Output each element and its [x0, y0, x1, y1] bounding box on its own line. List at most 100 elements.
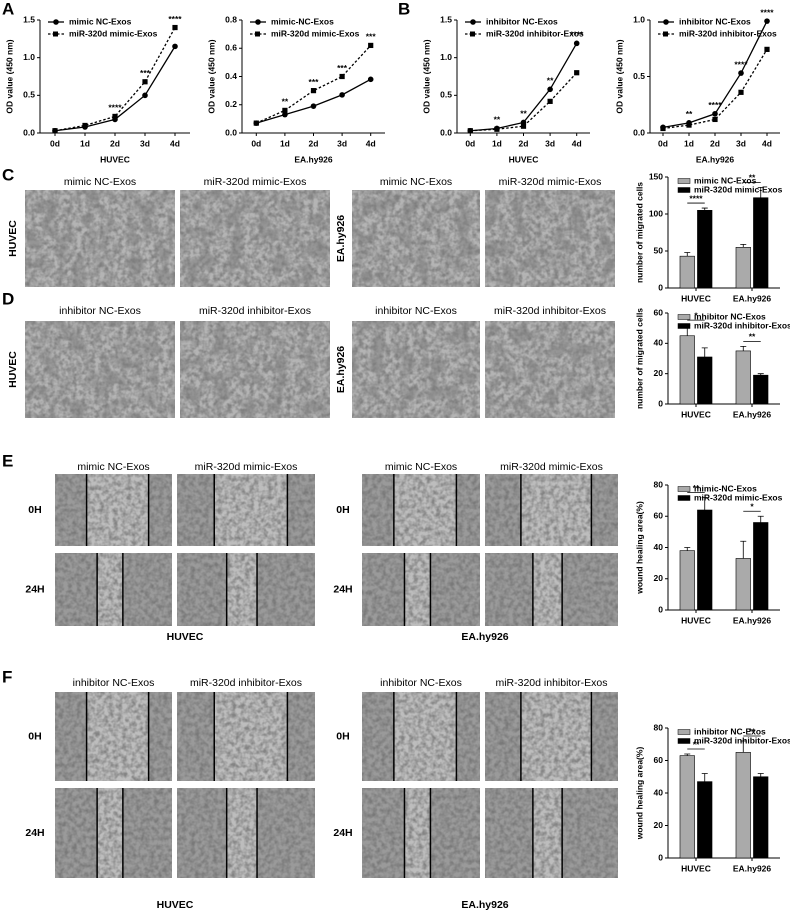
row-label: EA.hy926: [335, 346, 347, 393]
significance: ****: [689, 193, 703, 203]
legend-marker: [663, 19, 669, 25]
row-label: HUVEC: [7, 351, 19, 388]
error-bar: [757, 186, 764, 198]
bar: [753, 197, 769, 289]
texture: [55, 553, 172, 626]
significance: ***: [309, 77, 320, 87]
significance: ****: [760, 7, 774, 17]
y-tick-label: 60: [654, 307, 664, 317]
point: [547, 86, 553, 93]
x-tick-label: 4d: [572, 138, 582, 148]
row-label: 0H: [28, 504, 41, 516]
texture: [362, 553, 480, 626]
point: [573, 40, 580, 47]
y-tick-label: 80: [654, 479, 664, 489]
y-tick-label: 40: [654, 787, 664, 797]
y-tick-label: 0.5: [23, 90, 35, 100]
legend-label: inhibitor NC-Exos: [679, 16, 751, 26]
cell-texture: [352, 190, 480, 287]
column-header: miR-320d inhibitor-Exos: [494, 305, 606, 317]
x-tick-label: EA.hy926: [733, 409, 772, 419]
row-label: 24H: [25, 827, 44, 839]
cell-texture: [352, 321, 480, 418]
error-bar: [684, 252, 691, 257]
significance: **: [749, 173, 756, 183]
y-tick-label: 40: [654, 542, 664, 552]
y-tick-label: 20: [654, 573, 664, 583]
x-tick-label: 1d: [684, 138, 694, 148]
y-tick-label: 60: [654, 755, 664, 765]
x-tick-label: EA.hy926: [733, 615, 772, 625]
x-axis-label: HUVEC: [509, 154, 539, 164]
legend-label: miR-320d inhibitor-Exos: [694, 320, 790, 330]
y-tick-label: 60: [654, 511, 664, 521]
point: [310, 88, 317, 94]
error-bar: [740, 540, 747, 559]
point: [282, 111, 288, 118]
row-label: 0H: [28, 730, 41, 742]
texture: [485, 474, 618, 546]
point: [574, 70, 580, 76]
texture: [55, 788, 172, 878]
point: [52, 128, 58, 134]
legend-label: miR-320d inhibitor-Exos: [679, 28, 777, 38]
x-tick-label: 0d: [658, 138, 668, 148]
series-line: [54, 27, 176, 132]
point: [172, 24, 178, 31]
point: [712, 116, 718, 123]
x-tick-label: HUVEC: [681, 863, 711, 873]
y-axis-label: wound healing area(%): [634, 747, 644, 841]
y-tick-label: 80: [654, 722, 664, 732]
panel-label: E: [2, 451, 13, 470]
legend-swatch: [677, 729, 691, 735]
x-tick-label: 3d: [337, 138, 347, 148]
point: [712, 110, 718, 117]
x-tick-label: 4d: [762, 138, 772, 148]
x-axis-label: EA.hy926: [696, 154, 735, 164]
y-tick-label: 0: [658, 282, 663, 292]
column-header: miR-320d mimic-Exos: [195, 461, 298, 473]
error-bar: [740, 345, 747, 351]
y-axis-label: OD value (450 nm): [421, 39, 431, 113]
x-tick-label: 4d: [366, 138, 376, 148]
point: [339, 73, 345, 80]
y-tick-label: 0.0: [633, 127, 645, 137]
column-header: miR-320d inhibitor-Exos: [495, 677, 607, 689]
row-label: 24H: [333, 827, 352, 839]
point: [367, 76, 374, 83]
legend-label: miR-320d inhibitor-Exos: [694, 735, 790, 745]
x-tick-label: HUVEC: [681, 293, 711, 303]
point: [82, 122, 88, 129]
panel-label: A: [2, 0, 14, 18]
legend-label: mimic NC-Exos: [69, 16, 132, 26]
point: [520, 123, 527, 129]
x-tick-label: 3d: [140, 138, 150, 148]
error-bar: [757, 373, 764, 376]
y-axis-label: OD value (450 nm): [206, 39, 216, 113]
legend-label: inhibitor NC-Exos: [694, 726, 766, 736]
cell-texture: [180, 190, 330, 287]
significance: ****: [570, 30, 584, 40]
error-bar: [701, 347, 708, 357]
significance: *: [694, 310, 698, 320]
column-header: mimic NC-Exos: [64, 176, 136, 188]
error-bar: [701, 207, 708, 211]
y-tick-label: 0.4: [225, 71, 237, 81]
legend-swatch: [677, 486, 691, 492]
y-tick-label: 0.5: [440, 90, 452, 100]
bar: [697, 509, 713, 611]
panel-label: D: [2, 289, 14, 308]
texture: [362, 692, 480, 781]
cell-texture: [485, 321, 615, 418]
legend-label: miR-320d mimic-Exos: [694, 492, 783, 502]
bar: [679, 755, 695, 859]
y-tick-label: 0: [658, 852, 663, 862]
x-tick-label: EA.hy926: [733, 293, 772, 303]
bar: [679, 335, 695, 405]
texture: [362, 788, 480, 878]
error-bar: [740, 243, 747, 248]
legend-label: mimic-NC-Exos: [271, 16, 334, 26]
legend-marker: [470, 19, 476, 25]
significance: *: [750, 502, 754, 512]
